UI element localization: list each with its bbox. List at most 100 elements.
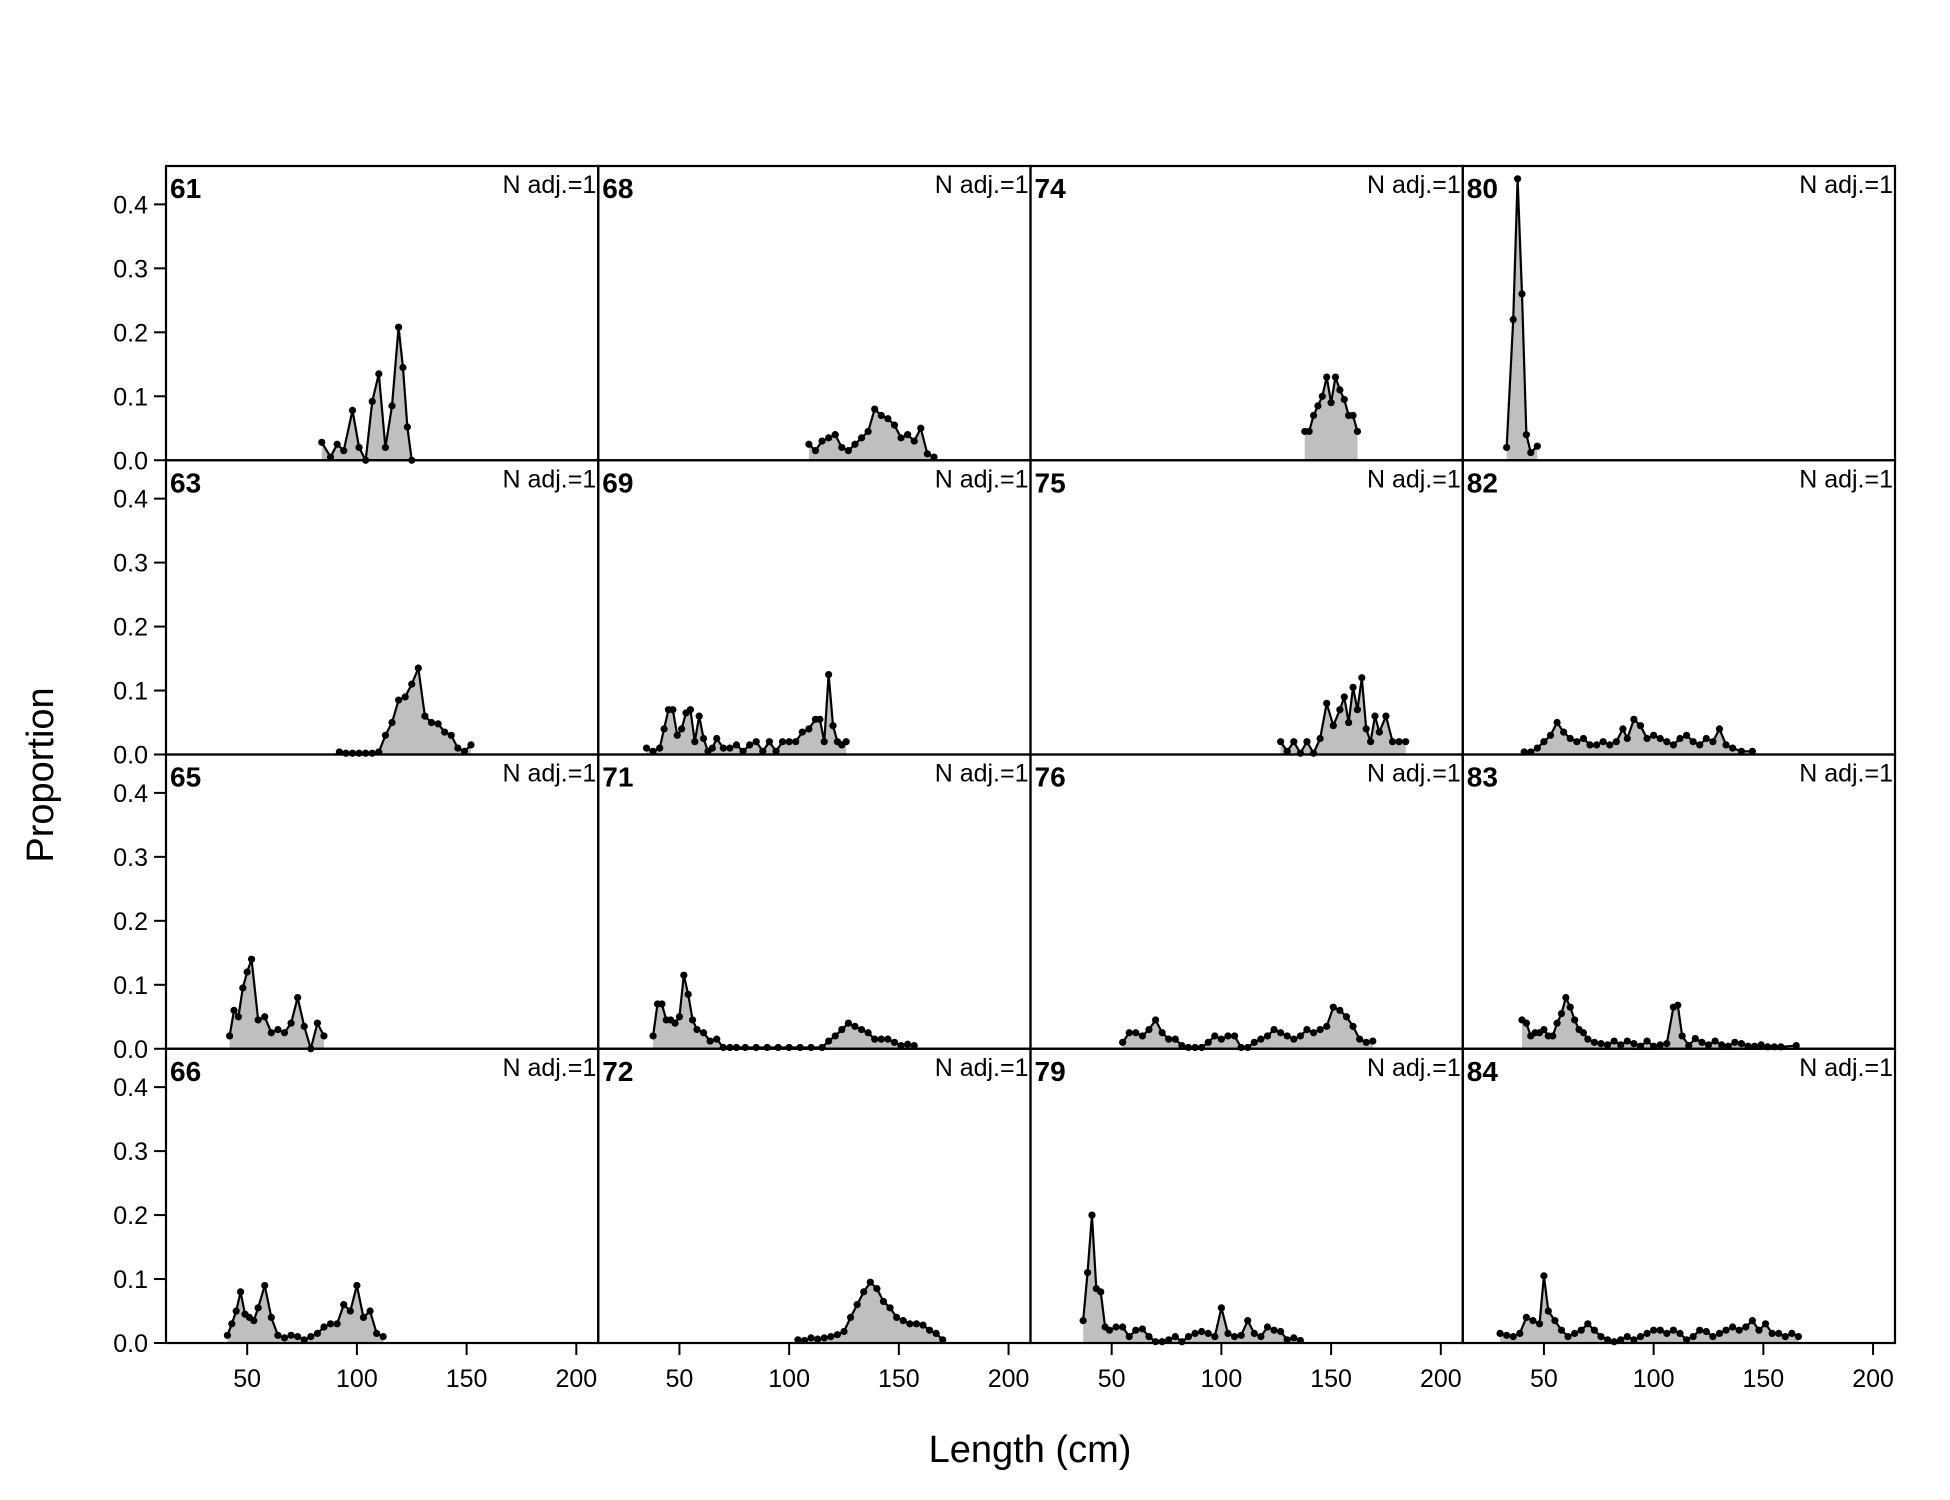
panel-id-label: 80: [1467, 173, 1498, 204]
data-point: [1691, 1034, 1699, 1043]
data-point: [294, 1333, 302, 1341]
panel-66: 66 N adj.=1 0.0 0.1 0.2 0.3 0.4 50 100 150 200: [113, 1047, 600, 1393]
data-point: [673, 731, 681, 739]
data-point: [1571, 1016, 1579, 1024]
panel-border: [164, 753, 600, 1050]
data-point: [820, 1334, 828, 1342]
data-point: [649, 747, 657, 755]
data-point: [1698, 1038, 1706, 1046]
data-point: [1382, 712, 1390, 720]
x-tick-label: 200: [1852, 1365, 1894, 1393]
data-point: [1336, 1006, 1344, 1014]
data-point: [1560, 728, 1568, 736]
data-point: [675, 1013, 684, 1021]
data-point: [678, 725, 686, 733]
data-point: [726, 1043, 734, 1052]
data-point: [353, 1281, 361, 1290]
data-point: [1669, 741, 1677, 749]
data-point: [237, 1288, 245, 1296]
x-tick-label: 100: [1201, 1365, 1243, 1393]
data-point: [1630, 715, 1638, 723]
panel-border: [1461, 459, 1897, 756]
data-point: [1270, 1025, 1278, 1034]
x-tick-label: 50: [666, 1365, 694, 1393]
data-point: [671, 1019, 679, 1027]
data-point: [1775, 1329, 1783, 1337]
area-fill: [1122, 1007, 1373, 1049]
data-point: [1388, 738, 1397, 746]
data-point: [226, 1032, 234, 1040]
data-point: [1402, 738, 1410, 746]
data-point: [897, 434, 905, 442]
y-tick-label: 0.0: [113, 742, 148, 770]
data-point: [846, 1313, 855, 1322]
data-point: [1158, 1029, 1166, 1037]
data-point: [774, 1043, 782, 1052]
data-point: [1663, 1329, 1671, 1337]
n-adj-label: N adj.=1: [1799, 171, 1893, 199]
data-point: [1191, 1329, 1199, 1337]
data-point: [1204, 1329, 1212, 1337]
n-adj-label: N adj.=1: [502, 1054, 596, 1082]
data-point: [1551, 1317, 1559, 1325]
data-point: [254, 1304, 262, 1312]
data-point: [1277, 738, 1285, 746]
n-adj-label: N adj.=1: [1799, 465, 1893, 493]
x-tick-label: 100: [768, 1365, 810, 1393]
data-point: [752, 738, 760, 746]
data-point: [230, 1006, 238, 1014]
data-point: [796, 1043, 804, 1052]
data-point: [1656, 1326, 1664, 1334]
data-point: [1112, 1323, 1120, 1331]
data-point: [1553, 1019, 1561, 1027]
data-point: [1599, 738, 1607, 746]
data-point: [1316, 1025, 1324, 1034]
data-point: [1722, 741, 1730, 749]
data-point: [1211, 1333, 1219, 1341]
panel-border: [1461, 164, 1897, 462]
data-point: [1132, 1326, 1140, 1334]
data-point: [1566, 734, 1574, 743]
panel-79: 79 N adj.=1 50 100 150 200: [1029, 1047, 1464, 1393]
data-point: [1729, 744, 1737, 752]
y-tick-label: 0.0: [113, 1330, 148, 1358]
data-point: [362, 749, 370, 757]
panel-id-label: 65: [170, 762, 201, 793]
data-point: [739, 747, 747, 755]
data-point: [785, 1043, 793, 1052]
panel-id-label: 83: [1467, 762, 1498, 793]
data-point: [1263, 1323, 1272, 1331]
data-point: [1083, 1269, 1092, 1277]
data-point: [763, 1043, 771, 1052]
data-point: [1151, 1016, 1160, 1024]
data-point: [860, 1288, 868, 1296]
data-point: [460, 747, 469, 755]
panel-border: [164, 1047, 600, 1345]
panel-id-label: 84: [1467, 1056, 1499, 1087]
data-point: [1290, 738, 1298, 746]
panel-65: 65 N adj.=1 0.0 0.1 0.2 0.3 0.4: [113, 753, 600, 1064]
data-point: [379, 1333, 387, 1341]
data-point: [1742, 1323, 1750, 1331]
data-point: [919, 1321, 927, 1329]
data-point: [1277, 1029, 1285, 1037]
data-point: [1529, 1317, 1537, 1325]
x-tick-label: 100: [1633, 1365, 1675, 1393]
panel-id-label: 63: [170, 467, 201, 498]
data-point: [1270, 1326, 1278, 1334]
data-point: [1303, 738, 1311, 746]
data-point: [373, 1329, 381, 1337]
data-point: [857, 434, 866, 442]
data-point: [1088, 1211, 1096, 1219]
panel-63: 63 N adj.=1 0.0 0.1 0.2 0.3 0.4: [113, 459, 600, 770]
data-point: [348, 406, 357, 414]
data-point: [1682, 1336, 1691, 1344]
data-point: [1546, 731, 1555, 739]
data-point: [326, 1320, 335, 1328]
data-point: [1663, 1040, 1671, 1048]
data-point: [287, 1019, 295, 1027]
panel-69: 69 N adj.=1: [597, 459, 1032, 756]
data-point: [1331, 373, 1340, 381]
data-point: [818, 437, 826, 445]
data-point: [842, 738, 850, 746]
